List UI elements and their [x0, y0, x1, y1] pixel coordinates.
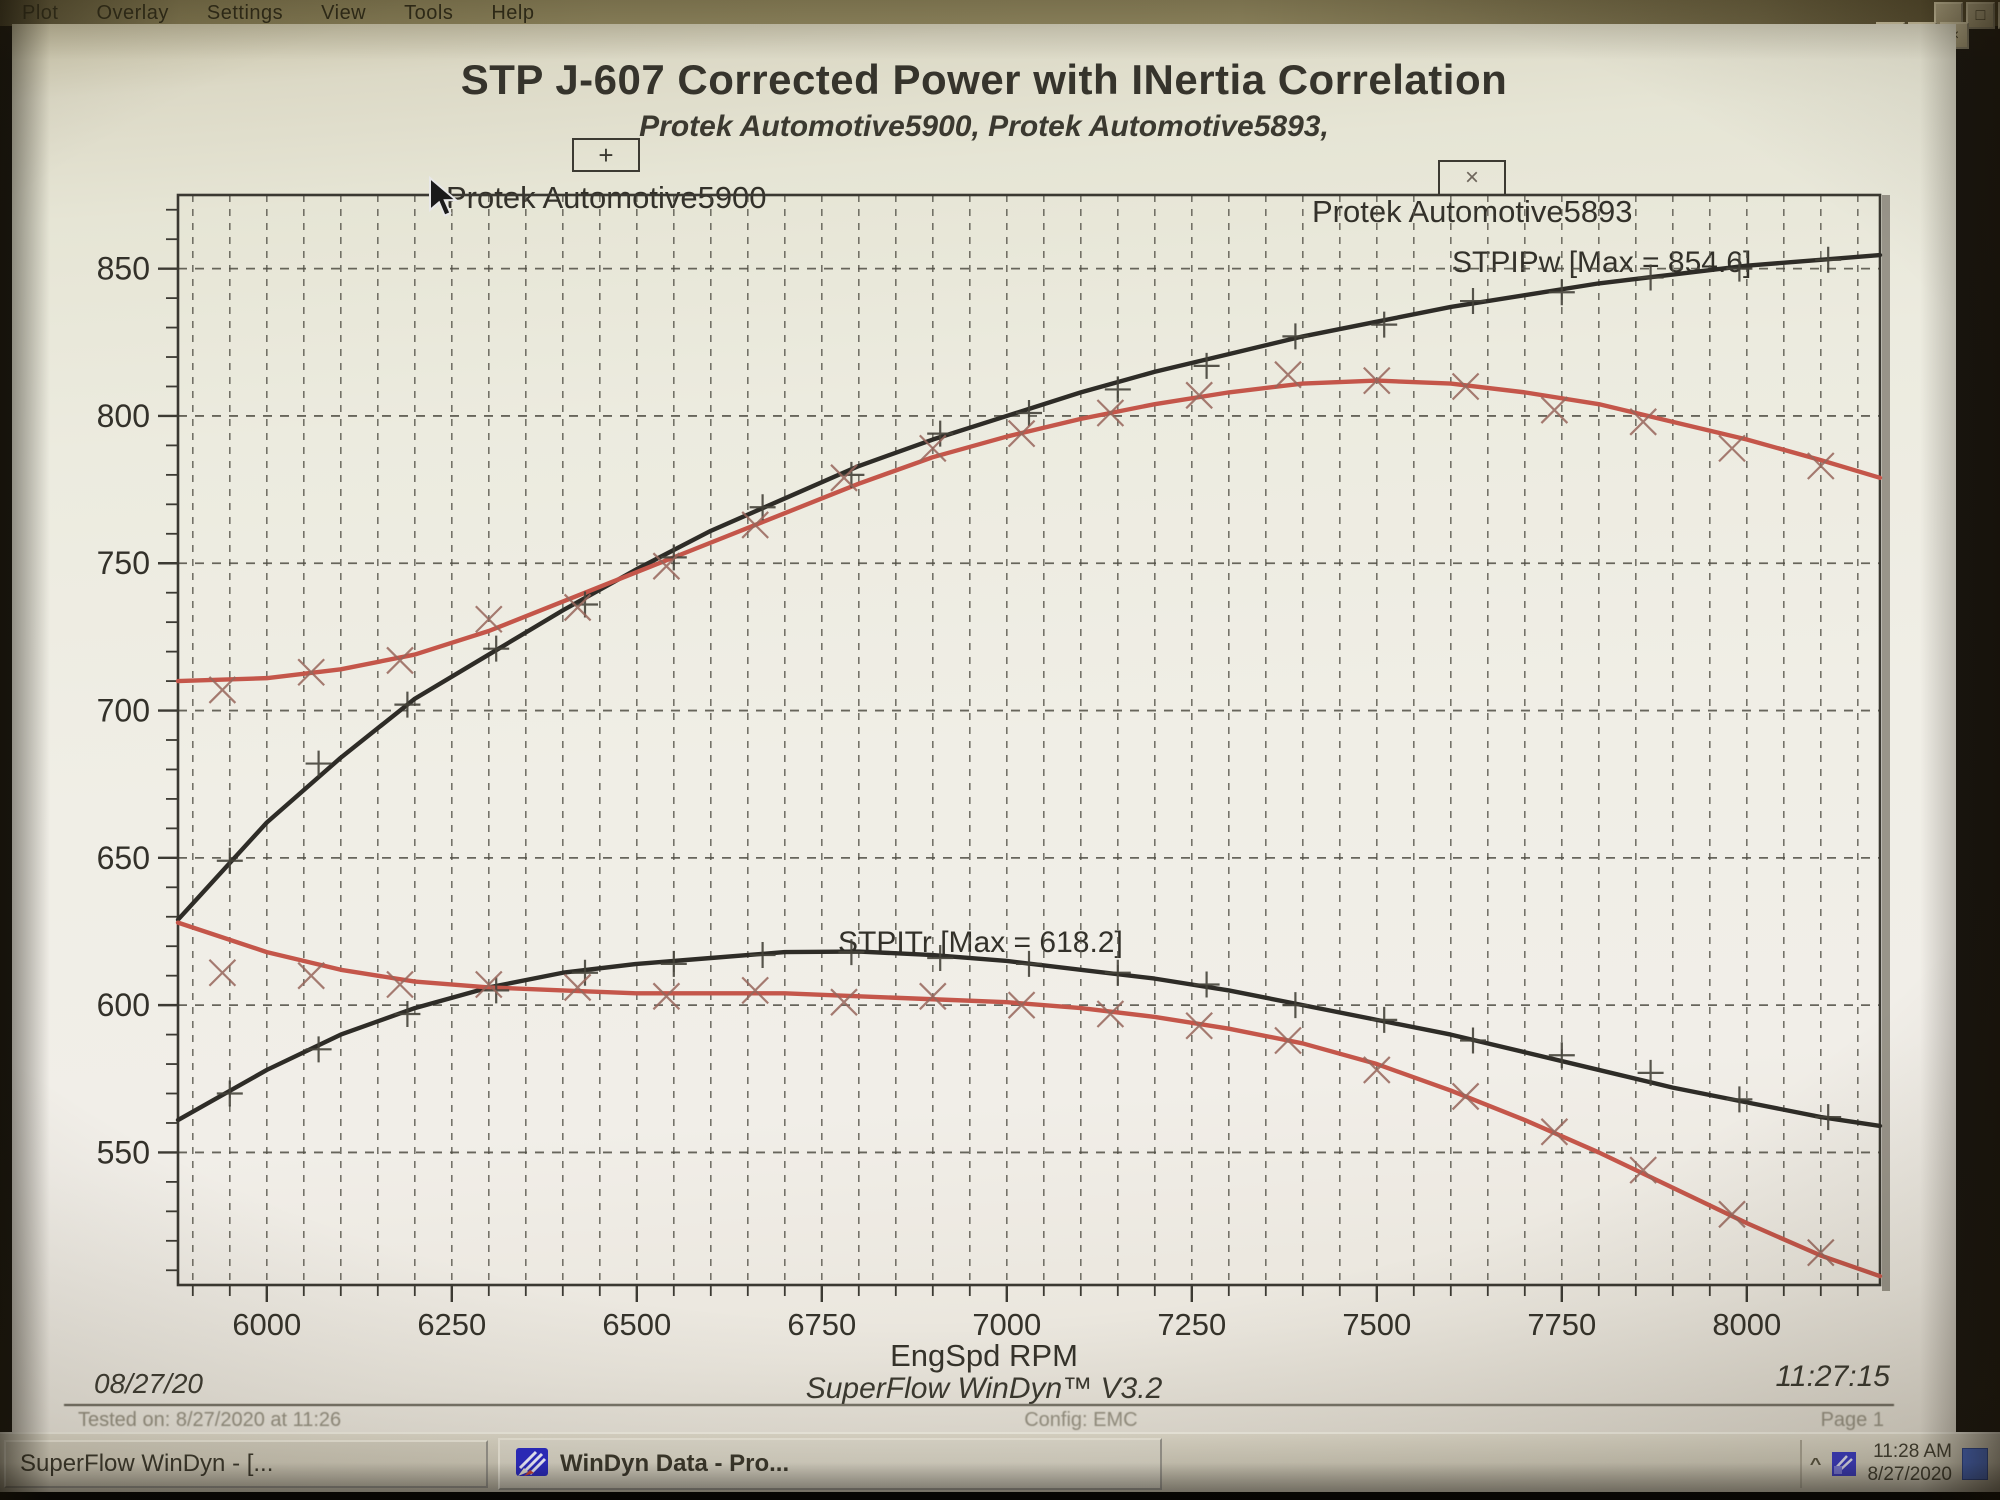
- x-axis-tick-label: 7000: [972, 1307, 1041, 1342]
- plus-marker-icon: [838, 939, 865, 966]
- x-axis-tick-label: 6000: [232, 1307, 301, 1342]
- x-axis-tick-label: 7250: [1157, 1307, 1226, 1342]
- cross-marker-icon: [1540, 396, 1569, 424]
- cross-marker-icon: [741, 976, 769, 1005]
- x-axis-tick-label: 6750: [787, 1307, 856, 1342]
- x-axis-tick-label: 7750: [1527, 1307, 1596, 1342]
- cross-marker-icon: [208, 958, 237, 987]
- cross-marker-icon: [297, 961, 325, 990]
- plus-marker-icon: [749, 942, 776, 969]
- y-axis-tick-label: 550: [97, 1134, 150, 1170]
- x-axis-tick-label: 6250: [417, 1307, 486, 1342]
- plus-marker-icon: [927, 420, 954, 447]
- mouse-cursor: [429, 176, 459, 217]
- plus-marker-icon: [1371, 1006, 1398, 1033]
- x-axis-tick-label: 7500: [1342, 1307, 1411, 1342]
- cross-marker-icon: [652, 982, 681, 1011]
- cross-marker-icon: [830, 988, 858, 1016]
- plus-marker-icon: [1016, 950, 1042, 977]
- y-axis-tick-label: 800: [97, 398, 150, 434]
- plus-marker-icon: [1815, 246, 1842, 273]
- plus-marker-icon: [1726, 1086, 1753, 1113]
- plus-marker-icon: [1726, 255, 1753, 282]
- y-axis-tick-label: 850: [97, 251, 150, 287]
- y-axis-tick-label: 600: [97, 987, 150, 1023]
- x-axis-tick-label: 8000: [1712, 1307, 1781, 1342]
- cross-marker-icon: [563, 973, 592, 1002]
- cross-marker-icon: [1540, 1118, 1569, 1146]
- cross-marker-icon: [1718, 434, 1746, 463]
- x-axis-tick-label: 6500: [602, 1307, 671, 1342]
- plus-marker-icon: [1460, 1027, 1486, 1054]
- plot-border: [176, 193, 1882, 1287]
- plus-marker-icon: [305, 750, 332, 777]
- plus-marker-icon: [1193, 971, 1220, 998]
- y-axis-tick-label: 750: [97, 545, 150, 581]
- cross-marker-icon: [741, 511, 769, 539]
- y-axis-tick-label: 650: [97, 840, 150, 876]
- plus-marker-icon: [1815, 1104, 1842, 1131]
- plus-marker-icon: [927, 945, 954, 971]
- plus-marker-icon: [1460, 288, 1486, 315]
- series-line-stpitr-5900: [175, 949, 1883, 1129]
- plus-marker-icon: [660, 950, 687, 977]
- plus-marker-icon: [1282, 992, 1309, 1019]
- series-line-stpipw-5900: [175, 252, 1883, 922]
- plus-marker-icon: [572, 959, 598, 986]
- cross-marker-icon: [475, 605, 503, 633]
- y-axis-tick-label: 700: [97, 693, 150, 729]
- plus-marker-icon: [1104, 959, 1131, 986]
- cross-marker-icon: [1451, 1082, 1480, 1111]
- plus-marker-icon: [1548, 279, 1575, 306]
- plus-marker-icon: [1371, 311, 1398, 338]
- plot-right-edge: [1882, 195, 1890, 1291]
- cross-marker-icon: [386, 970, 414, 999]
- plus-marker-icon: [1282, 323, 1309, 350]
- cross-marker-icon: [1718, 1200, 1746, 1229]
